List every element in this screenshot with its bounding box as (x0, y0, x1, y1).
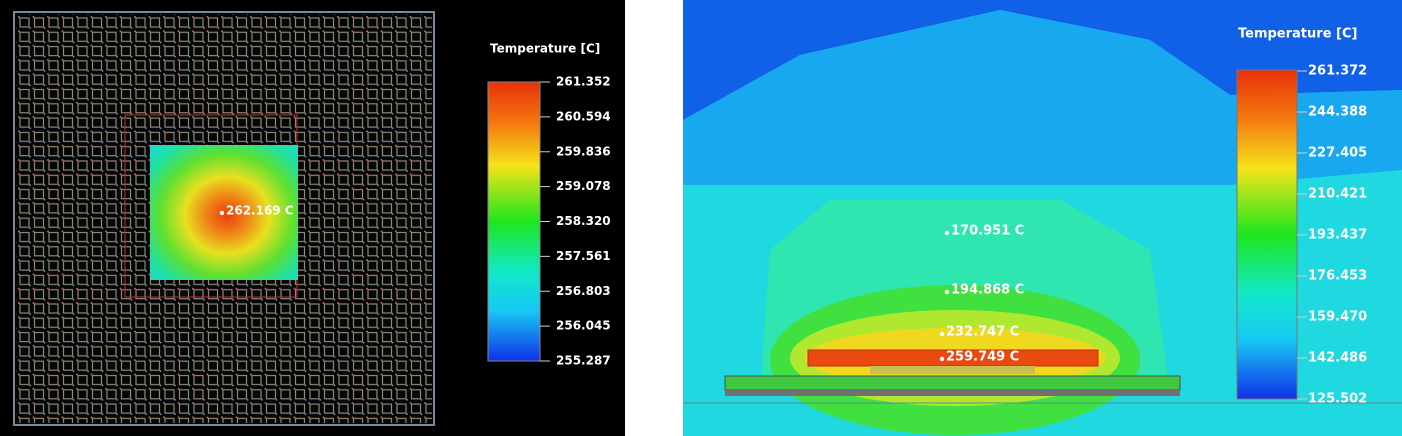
colorbar-label: 259.836 (556, 144, 611, 158)
colorbar-label: 210.421 (1308, 187, 1367, 202)
probe-label: 259.749 C (946, 350, 1019, 365)
colorbar-label: 159.470 (1308, 310, 1367, 325)
underfill (870, 366, 1035, 374)
substrate (724, 375, 1181, 391)
probe-dot (944, 289, 950, 295)
probe-dot (939, 331, 945, 337)
colorbar-label: 258.320 (556, 214, 611, 228)
probe-dot (939, 356, 945, 362)
colorbar-label: 125.502 (1308, 392, 1367, 407)
probe-dot (219, 210, 225, 216)
colorbar-label: 255.287 (556, 354, 611, 368)
colorbar-label: 260.594 (556, 109, 611, 123)
colorbar-label: 142.486 (1308, 351, 1367, 366)
colorbar-label: 227.405 (1308, 146, 1367, 161)
colorbar-label: 259.078 (556, 179, 611, 193)
colorbar-label: 256.045 (556, 319, 611, 333)
colorbar-label: 256.803 (556, 284, 611, 298)
legend-title: Temperature [C] (1238, 27, 1357, 42)
right-panel (683, 0, 1402, 436)
colorbar-label: 257.561 (556, 249, 611, 263)
colorbar-label: 261.372 (1308, 64, 1367, 79)
probe-dot (944, 230, 950, 236)
probe-label: 170.951 C (951, 224, 1024, 239)
colorbar-label: 244.388 (1308, 105, 1367, 120)
colorbar-label: 261.352 (556, 75, 611, 89)
colorbar (1236, 69, 1298, 400)
probe-label: 262.169 C (226, 204, 294, 218)
legend-title: Temperature [C] (490, 42, 600, 56)
left-panel (0, 0, 625, 436)
probe-label: 194.868 C (951, 283, 1024, 298)
solder-balls (725, 390, 1180, 396)
region-cold (683, 0, 1402, 120)
region-cool (683, 10, 1402, 185)
colorbar (487, 81, 541, 362)
colorbar-label: 193.437 (1308, 228, 1367, 243)
probe-label: 232.747 C (946, 325, 1019, 340)
colorbar-label: 176.453 (1308, 269, 1367, 284)
